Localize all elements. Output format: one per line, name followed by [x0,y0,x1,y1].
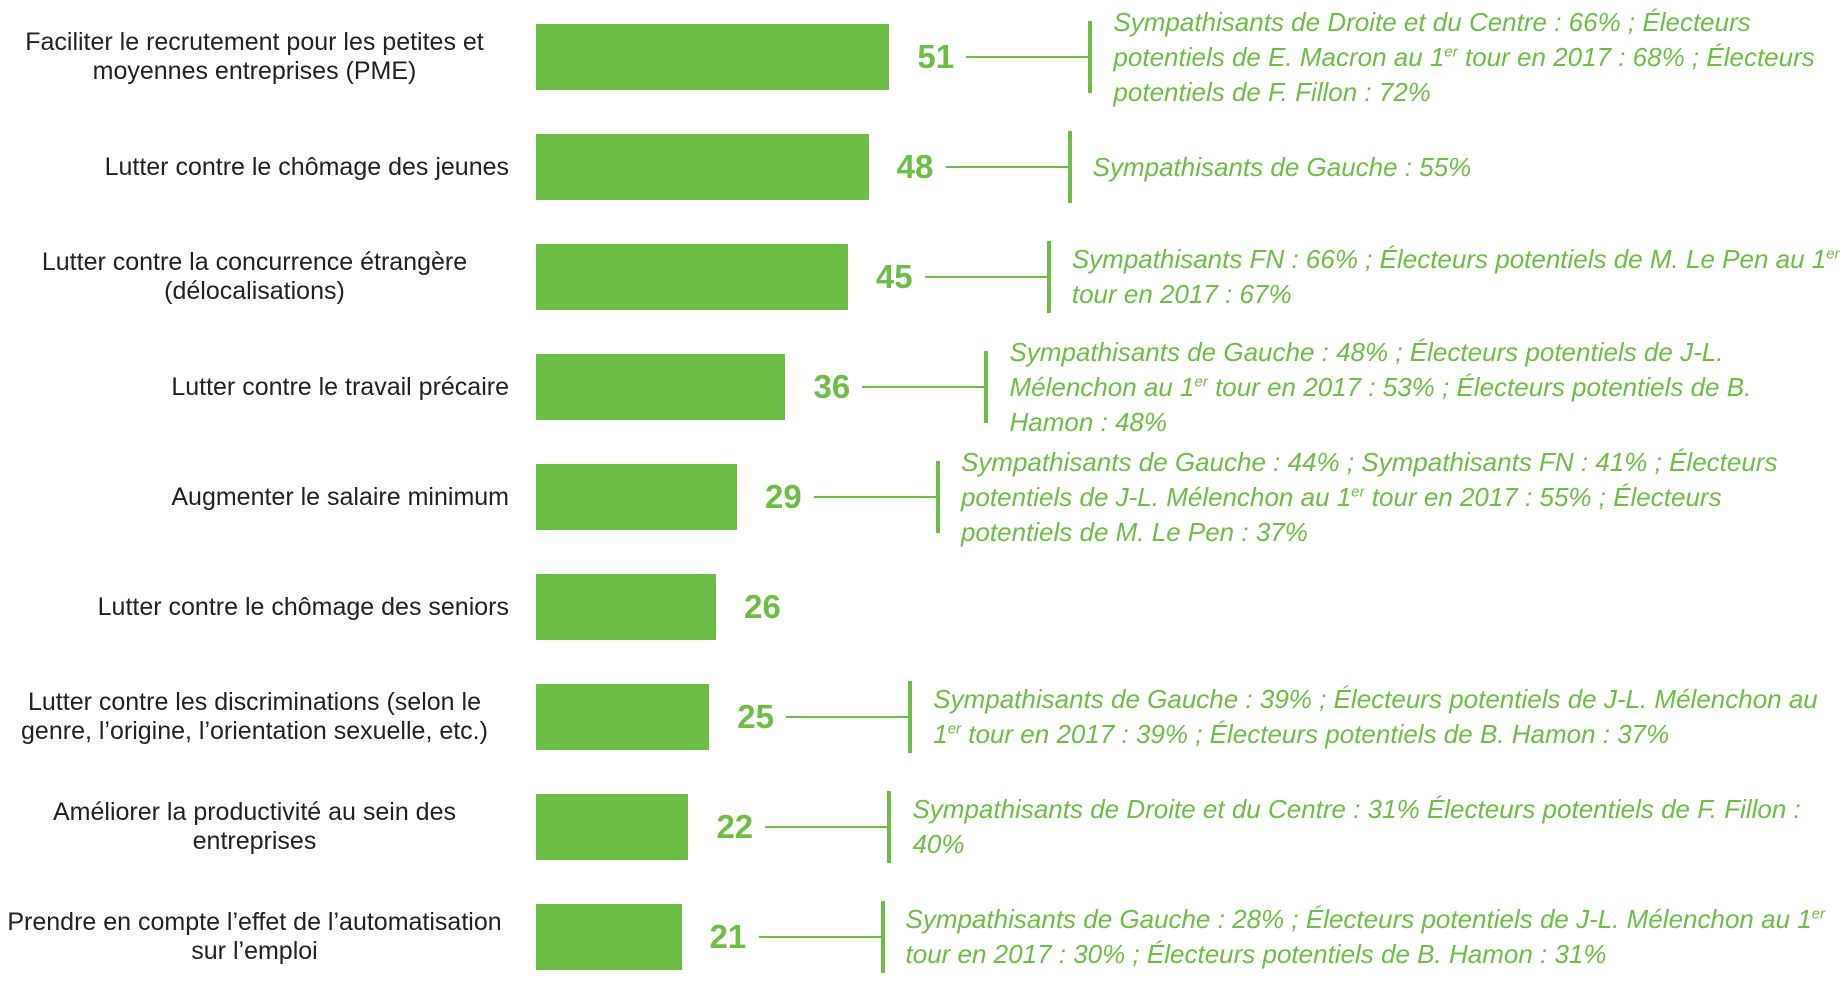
category-text: Améliorer la productivité au sein des en… [53,798,456,855]
annotation-bracket [935,461,940,533]
annotation-bracket [887,791,892,863]
connector-line [765,826,889,828]
annotation-segment: Sympathisants FN : 66% ; Électeurs poten… [1071,244,1827,274]
value-label: 26 [744,588,781,625]
annotation: Sympathisants de Gauche : 39% ; Électeur… [933,662,1840,772]
annotation-text: Sympathisants de Droite et du Centre : 3… [912,792,1840,862]
annotation-text: Sympathisants de Droite et du Centre : 6… [1113,5,1840,110]
annotation: Sympathisants de Gauche : 48% ; Électeur… [1009,332,1840,442]
category-label: Lutter contre la concurrence étrangère (… [0,222,509,332]
annotation-text: Sympathisants de Gauche : 44% ; Sympathi… [961,445,1840,550]
category-label: Lutter contre le travail précaire [0,332,509,442]
bar [536,904,682,970]
connector-line [924,276,1048,278]
category-text: Lutter contre le chômage des jeunes [104,152,509,181]
category-label: Augmenter le salaire minimum [0,442,509,552]
bar [536,134,869,200]
annotation: Sympathisants de Droite et du Centre : 3… [912,772,1840,882]
annotation: Sympathisants de Gauche : 44% ; Sympathi… [961,442,1840,552]
annotation: Sympathisants de Gauche : 28% ; Électeur… [906,882,1840,992]
annotation-segment: tour en 2017 : 68% ; Électeurs potentiel… [1113,41,1815,107]
annotation-segment: Sympathisants de Droite et du Centre : 6… [1113,6,1751,72]
annotation-segment: er [1194,372,1208,390]
category-label: Lutter contre les discriminations (selon… [0,662,509,772]
bar [536,464,737,530]
annotation-segment: er [1444,42,1458,60]
category-text: Faciliter le recrutement pour les petite… [25,28,484,85]
connector-line [945,166,1069,168]
bar [536,354,786,420]
annotation-segment: tour en 2017 : 39% ; Électeurs potentiel… [961,719,1670,749]
annotation-text: Sympathisants de Gauche : 28% ; Électeur… [906,902,1840,972]
category-text: Lutter contre le travail précaire [171,372,509,401]
category-label: Prendre en compte l’effet de l’automatis… [0,882,509,992]
category-text: Lutter contre les discriminations (selon… [21,688,488,745]
annotation-bracket [880,901,885,973]
annotation-segment: Sympathisants de Gauche : 28% ; Électeur… [905,904,1812,934]
annotation-segment: tour en 2017 : 55% ; Électeurs potentiel… [960,481,1722,547]
annotation-segment: er [1351,482,1365,500]
annotation-segment: Sympathisants de Gauche : 44% ; Sympathi… [960,446,1778,512]
bar [536,24,890,90]
annotation-segment: tour en 2017 : 30% ; Électeurs potentiel… [905,939,1607,969]
connector-line [862,386,986,388]
annotation-segment: Sympathisants de Gauche : 55% [1092,151,1472,182]
annotation-bracket [1046,241,1051,313]
value-label: 29 [764,478,802,515]
connector-line [966,56,1090,58]
category-label: Lutter contre le chômage des seniors [0,552,509,662]
value-label: 51 [917,38,955,75]
annotation-segment: er [947,720,962,738]
category-text: Augmenter le salaire minimum [171,482,509,511]
value-label: 22 [716,808,754,845]
annotation-segment: er [1811,905,1826,923]
connector-line [786,716,910,718]
annotation-bracket [984,351,989,423]
bar [536,244,848,310]
annotation: Sympathisants FN : 66% ; Électeurs poten… [1072,222,1840,332]
annotation-bracket [1088,21,1093,93]
category-text: Lutter contre le chômage des seniors [97,592,509,621]
category-label: Lutter contre le chômage des jeunes [0,112,509,222]
annotation-segment: tour en 2017 : 67% [1071,279,1292,309]
annotation-segment: Sympathisants de Gauche : 48% ; Électeur… [1009,336,1724,402]
annotation-segment: er [1826,245,1840,263]
category-text: Lutter contre la concurrence étrangère (… [41,248,468,305]
value-label: 21 [709,918,747,955]
annotation-text: Sympathisants de Gauche : 39% ; Électeur… [933,682,1840,752]
value-label: 48 [896,148,934,185]
category-text: Prendre en compte l’effet de l’automatis… [7,908,502,965]
value-label: 36 [813,368,851,405]
bar [536,574,717,640]
annotation: Sympathisants de Droite et du Centre : 6… [1113,2,1840,112]
category-label: Améliorer la productivité au sein des en… [0,772,509,882]
value-label: 25 [737,698,774,735]
annotation-segment: Sympathisants de Droite et du Centre : 3… [912,794,1801,859]
annotation-text: Sympathisants FN : 66% ; Électeurs poten… [1072,242,1840,312]
annotation-bracket [908,681,913,753]
category-label: Faciliter le recrutement pour les petite… [0,2,509,112]
annotation-segment: Sympathisants de Gauche : 39% ; Électeur… [933,684,1818,749]
bar [536,684,710,750]
annotation-text: Sympathisants de Gauche : 55% [1093,150,1472,185]
annotation: Sympathisants de Gauche : 55% [1093,112,1840,222]
value-label: 45 [875,258,913,295]
connector-line [758,936,882,938]
bar [536,794,689,860]
annotation-segment: tour en 2017 : 53% ; Électeurs potentiel… [1009,371,1752,437]
annotation-text: Sympathisants de Gauche : 48% ; Électeur… [1009,335,1840,440]
annotation-bracket [1067,131,1072,203]
connector-line [813,496,937,498]
